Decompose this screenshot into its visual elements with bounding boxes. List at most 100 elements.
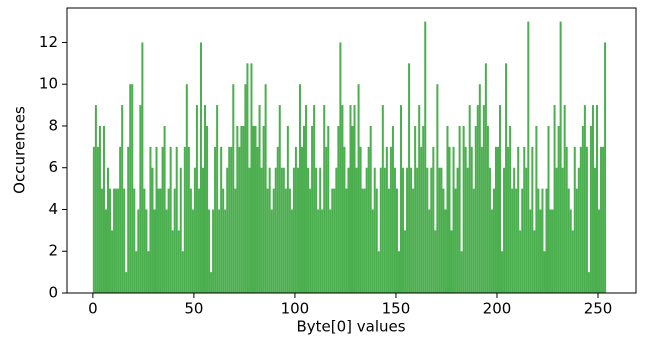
bar [561, 167, 564, 293]
bar [288, 188, 291, 293]
bar [412, 188, 415, 293]
bar [478, 84, 481, 293]
bar [193, 167, 196, 293]
bar [167, 188, 170, 293]
bar [371, 209, 374, 293]
bar [353, 105, 356, 293]
bar [381, 105, 384, 293]
bar [238, 146, 241, 293]
bar [523, 146, 526, 293]
bar [533, 230, 536, 293]
bar [252, 125, 255, 293]
bar [585, 146, 588, 293]
bar [111, 230, 114, 293]
bar [171, 230, 174, 293]
bar [505, 63, 508, 294]
bar [587, 272, 590, 293]
bar [373, 167, 376, 293]
bar [462, 125, 465, 293]
bar [408, 63, 411, 294]
bar [216, 105, 219, 293]
bar [311, 125, 314, 293]
bar [199, 42, 202, 294]
bar [226, 167, 229, 293]
bar [503, 167, 506, 293]
bar [206, 125, 209, 293]
bar [367, 146, 370, 293]
bar [480, 146, 483, 293]
bar [264, 84, 267, 293]
bar [365, 167, 368, 293]
bar [169, 146, 172, 293]
x-tick-label: 100 [281, 300, 310, 318]
bar [272, 188, 275, 293]
bar [547, 125, 550, 293]
bar [270, 209, 273, 293]
bar [337, 125, 340, 293]
bar [280, 167, 283, 293]
bar [163, 125, 166, 293]
bar [331, 188, 334, 293]
bar [375, 188, 378, 293]
bar [369, 125, 372, 293]
bar [442, 188, 445, 293]
bar [294, 146, 297, 293]
bar [109, 188, 112, 293]
bar [329, 209, 332, 293]
bar [305, 105, 308, 293]
bar [325, 146, 328, 293]
bar [317, 209, 320, 293]
bar [151, 167, 154, 293]
bar [531, 146, 534, 293]
bar [426, 167, 429, 293]
x-tick-label: 50 [184, 300, 203, 318]
bar [357, 84, 360, 293]
bar [377, 251, 380, 293]
bar [438, 167, 441, 293]
bar [260, 167, 263, 293]
bar [359, 146, 362, 293]
bar [414, 125, 417, 293]
bar [484, 63, 487, 294]
bar [440, 167, 443, 293]
bar [254, 125, 257, 293]
bar [549, 209, 552, 293]
bar [450, 230, 453, 293]
bar [113, 188, 116, 293]
bar [456, 167, 459, 293]
bar [472, 188, 475, 293]
bar [464, 146, 467, 293]
bar [282, 167, 285, 293]
bar [268, 167, 271, 293]
bar [319, 167, 322, 293]
bar [165, 209, 168, 293]
bar [391, 125, 394, 293]
bar [569, 209, 572, 293]
bar [228, 146, 231, 293]
bar [298, 84, 301, 293]
bar [258, 105, 261, 293]
bar [266, 188, 269, 293]
bar [248, 167, 251, 293]
bar [234, 188, 237, 293]
bar [224, 209, 227, 293]
bar [513, 167, 516, 293]
bar [470, 146, 473, 293]
bar [583, 105, 586, 293]
bar [501, 251, 504, 293]
bar [361, 188, 364, 293]
bar [137, 209, 140, 293]
bar [153, 209, 156, 293]
bar [410, 167, 413, 293]
bar [147, 251, 150, 293]
bar [537, 188, 540, 293]
bar [300, 146, 304, 293]
bar [135, 251, 138, 293]
bar [274, 167, 277, 293]
bar [579, 146, 582, 293]
bar [389, 146, 392, 293]
bar [313, 105, 316, 293]
bar [406, 167, 409, 293]
bar [222, 188, 225, 293]
